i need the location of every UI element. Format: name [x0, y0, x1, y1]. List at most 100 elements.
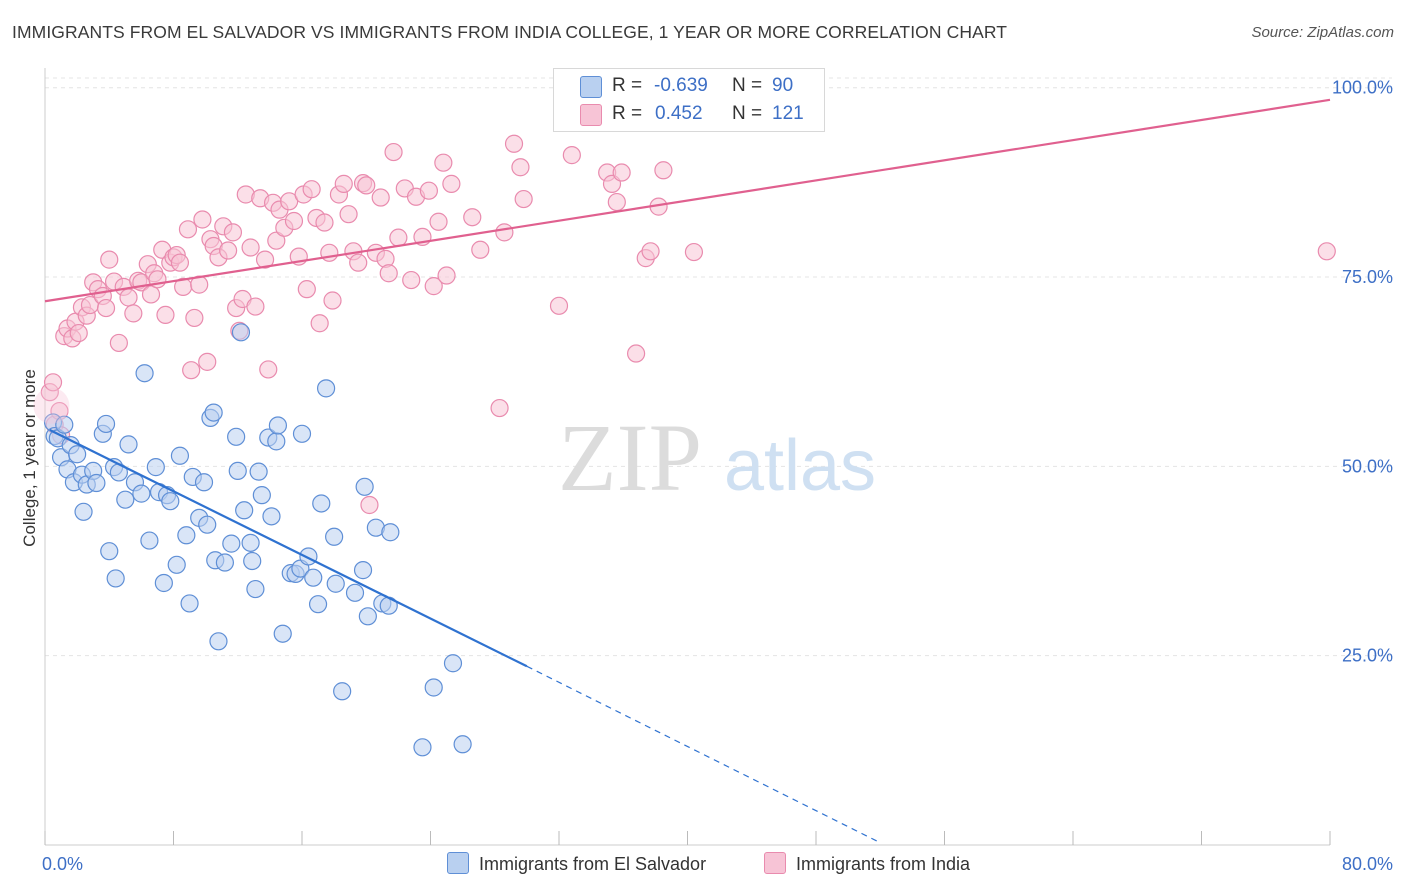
watermark-atlas: atlas — [724, 426, 876, 506]
india-point — [156, 305, 175, 325]
el-salvador-point — [325, 527, 344, 546]
axes — [44, 68, 1331, 846]
el-salvador-point — [204, 403, 223, 422]
correlation-legend: R = -0.639 N = 90 R = 0.452 N = 121 — [553, 68, 825, 132]
el-salvador-point — [87, 473, 106, 493]
chart-title: IMMIGRANTS FROM EL SALVADOR VS IMMIGRANT… — [12, 22, 1008, 42]
el-salvador-point — [453, 735, 472, 754]
el-salvador-point — [273, 624, 292, 643]
el-salvador-point — [215, 553, 234, 572]
el-salvador-point — [381, 523, 400, 542]
india-point — [371, 188, 390, 207]
y-tick-label: 75.0% — [1342, 267, 1393, 287]
el-salvador-point — [100, 542, 119, 561]
el-salvador-point — [424, 678, 443, 697]
el-salvador-point — [249, 462, 268, 481]
el-salvador-point — [154, 573, 173, 593]
el-salvador-point — [198, 515, 217, 534]
india-point — [379, 264, 398, 283]
el-salvador-trend-extension — [526, 665, 881, 844]
el-salvador-point — [96, 414, 116, 434]
india-point — [124, 304, 143, 323]
india-point — [323, 291, 342, 310]
india-point — [198, 352, 217, 371]
india-point — [389, 228, 408, 247]
india-point — [429, 212, 448, 231]
el-salvador-point — [170, 446, 190, 465]
y-tick-label: 25.0% — [1342, 646, 1393, 666]
india-point — [442, 174, 461, 193]
india-point — [178, 220, 198, 239]
n-label: N = — [732, 75, 763, 96]
el-salvador-point — [316, 379, 336, 398]
india-point — [612, 163, 631, 182]
el-salvador-point — [262, 507, 281, 526]
el-salvador-point — [209, 632, 228, 651]
india-point — [193, 210, 212, 229]
india-point — [100, 250, 119, 269]
el-salvador-point — [358, 607, 377, 626]
india-point — [43, 373, 63, 392]
el-salvador-point — [252, 486, 271, 505]
watermark-zip: ZIP — [558, 404, 702, 511]
el-salvador-point — [235, 501, 254, 520]
legend-item-india: Immigrants from India — [764, 852, 970, 875]
india-point — [310, 314, 329, 333]
r-value: -0.639 — [654, 75, 708, 96]
el-salvador-point — [68, 445, 87, 464]
el-salvador-legend-swatch — [447, 852, 469, 874]
india-point — [246, 297, 265, 316]
r-label: R = — [612, 75, 643, 96]
el-salvador-trend-line — [49, 429, 528, 668]
tick-labels: 25.0% 50.0% 75.0% 100.0% 0.0% 80.0% — [42, 78, 1393, 874]
india-point — [504, 134, 524, 153]
india-point — [684, 242, 704, 262]
n-value: 90 — [772, 75, 794, 96]
el-salvador-point — [140, 531, 159, 550]
el-salvador-point — [299, 547, 318, 566]
el-salvador-point — [443, 654, 463, 673]
india-point — [141, 285, 161, 304]
india-point — [463, 208, 482, 227]
india-point — [654, 161, 673, 180]
india-point — [297, 280, 316, 299]
el-salvador-point — [119, 435, 138, 454]
el-salvador-swatch — [580, 76, 602, 98]
legend-row-india: R = 0.452 N = 121 — [554, 101, 824, 127]
el-salvador-point — [241, 533, 260, 552]
el-salvador-point — [304, 568, 323, 587]
el-salvador-point — [146, 458, 165, 477]
india-point — [96, 298, 116, 318]
legend-item-el-salvador: Immigrants from El Salvador — [447, 852, 706, 875]
india-point — [284, 211, 304, 231]
el-salvador-point — [194, 473, 214, 492]
india-point — [384, 142, 403, 162]
el-salvador-point — [292, 424, 312, 443]
india-legend-label: Immigrants from India — [796, 854, 971, 874]
india-point — [33, 387, 70, 424]
el-salvador-point — [268, 416, 288, 435]
r-value: 0.452 — [655, 103, 703, 124]
india-swatch — [580, 104, 602, 126]
el-salvador-point — [132, 484, 151, 503]
india-point — [339, 205, 358, 224]
el-salvador-point — [177, 526, 196, 545]
india-point — [471, 240, 490, 259]
el-salvador-point — [231, 323, 251, 342]
el-salvador-point — [413, 738, 432, 757]
india-point — [315, 213, 334, 232]
el-salvador-point — [243, 551, 262, 571]
india-point — [437, 266, 456, 285]
el-salvador-point — [345, 583, 365, 602]
el-salvador-point — [228, 461, 247, 481]
gridlines — [45, 77, 1392, 657]
india-point — [1317, 242, 1336, 261]
el-salvador-point — [116, 490, 135, 509]
india-point — [434, 153, 453, 172]
y-tick-label: 50.0% — [1342, 456, 1393, 476]
n-value: 121 — [772, 103, 804, 124]
el-salvador-point — [135, 364, 154, 383]
india-point — [259, 360, 278, 379]
india-point — [514, 189, 533, 209]
